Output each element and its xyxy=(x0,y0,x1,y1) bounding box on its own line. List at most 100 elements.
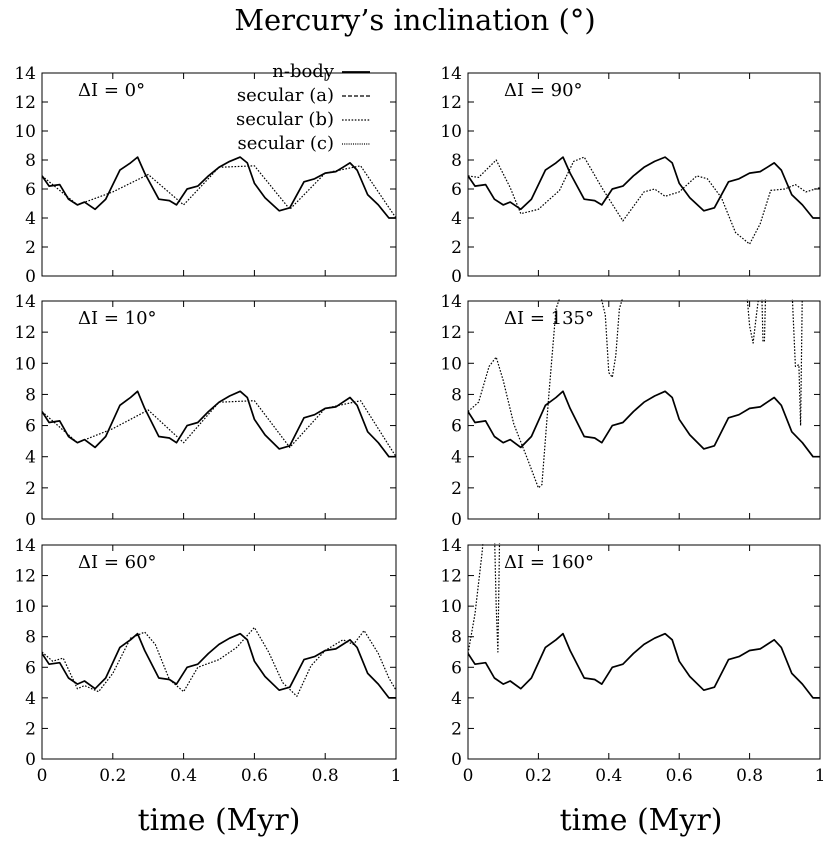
y-tick-label: 8 xyxy=(25,151,36,171)
y-tick-label: 10 xyxy=(440,122,462,142)
y-tick-label: 0 xyxy=(25,510,36,530)
plot-area xyxy=(42,626,396,699)
plot-frame xyxy=(41,72,397,277)
y-tick-label: 4 xyxy=(25,209,36,229)
series-n-body xyxy=(468,156,820,219)
series-secular-spike-3 xyxy=(791,299,803,427)
plot-area xyxy=(468,299,820,489)
x-tick-label: 0.2 xyxy=(525,766,552,786)
x-tick-label: 0.2 xyxy=(99,766,126,786)
y-tick-label: 6 xyxy=(25,417,36,437)
y-tick-label: 0 xyxy=(451,267,462,287)
y-tick-label: 10 xyxy=(14,122,36,142)
y-tick-label: 14 xyxy=(14,536,36,556)
y-tick-label: 12 xyxy=(440,567,462,587)
y-tick-label: 14 xyxy=(440,64,462,84)
x-tick-label: 0.4 xyxy=(595,766,622,786)
y-tick-label: 4 xyxy=(451,448,462,468)
plot-frame xyxy=(467,544,821,760)
y-tick-label: 6 xyxy=(451,180,462,200)
y-tick-label: 8 xyxy=(451,628,462,648)
y-tick-label: 12 xyxy=(14,93,36,113)
plot-area xyxy=(468,543,820,699)
series-secular-spike-1 xyxy=(746,299,759,344)
plot-area xyxy=(42,390,396,458)
x-tick-label: 0.6 xyxy=(666,766,693,786)
panel-label: ΔI = 60° xyxy=(78,552,157,573)
x-axis-label-right: time (Myr) xyxy=(560,803,723,838)
x-tick-label: 1 xyxy=(815,766,826,786)
x-tick-label: 0 xyxy=(37,766,48,786)
panel-4: 0 2 4 6 8 10 12 14 ΔI = 135° xyxy=(440,292,821,530)
series-secular-spike-2 xyxy=(761,299,767,343)
y-tick-label: 14 xyxy=(14,64,36,84)
y-tick-label: 14 xyxy=(14,292,36,312)
x-tick-label: 0.6 xyxy=(241,766,268,786)
series-secular xyxy=(468,299,623,489)
x-tick-label: 0 xyxy=(463,766,474,786)
y-tick-label: 6 xyxy=(451,658,462,678)
y-tick-label: 2 xyxy=(451,479,462,499)
legend-label: secular (c) xyxy=(237,133,334,154)
y-tick-label: 14 xyxy=(440,536,462,556)
plot-area xyxy=(42,156,396,219)
y-tick-label: 2 xyxy=(25,238,36,258)
series-n-body xyxy=(42,156,396,219)
series-n-body xyxy=(468,632,820,699)
x-tick-label: 0.8 xyxy=(312,766,339,786)
y-tick-label: 10 xyxy=(14,597,36,617)
y-tick-label: 4 xyxy=(451,209,462,229)
figure-title: Mercury’s inclination (°) xyxy=(234,3,595,37)
y-tick-label: 4 xyxy=(451,689,462,709)
y-tick-label: 0 xyxy=(25,750,36,770)
y-tick-label: 6 xyxy=(25,180,36,200)
plot-frame xyxy=(41,544,397,760)
panel-label: ΔI = 160° xyxy=(504,552,594,573)
panel-label: ΔI = 0° xyxy=(78,80,145,101)
x-axis-label-left: time (Myr) xyxy=(138,803,301,838)
series-secular-spike xyxy=(494,543,501,653)
y-tick-label: 12 xyxy=(440,93,462,113)
series-n-body xyxy=(42,632,396,699)
panel-1: 0 2 4 6 8 10 12 14 ΔI = 0° xyxy=(14,64,397,287)
y-tick-label: 14 xyxy=(440,292,462,312)
y-tick-label: 0 xyxy=(25,267,36,287)
series-n-body xyxy=(42,390,396,458)
series-secular xyxy=(468,156,820,245)
series-secular xyxy=(42,626,396,697)
y-tick-label: 2 xyxy=(25,479,36,499)
plot-area xyxy=(468,156,820,245)
legend-label: n-body xyxy=(272,61,335,82)
plot-frame xyxy=(41,300,397,520)
y-tick-label: 8 xyxy=(25,628,36,648)
y-tick-label: 2 xyxy=(451,719,462,739)
panel-3: 0 2 4 6 8 10 12 14 ΔI = 10° xyxy=(14,292,397,530)
panel-label: ΔI = 90° xyxy=(504,80,583,101)
y-tick-label: 10 xyxy=(440,597,462,617)
y-tick-label: 12 xyxy=(14,567,36,587)
y-tick-label: 12 xyxy=(14,323,36,343)
plot-frame xyxy=(467,72,821,277)
series-secular xyxy=(468,543,484,654)
y-tick-label: 4 xyxy=(25,689,36,709)
y-tick-label: 6 xyxy=(25,658,36,678)
panel-label: ΔI = 135° xyxy=(504,308,594,329)
legend: n-body secular (a) secular (b) secular (c) xyxy=(236,61,370,154)
y-tick-label: 4 xyxy=(25,448,36,468)
panel-6: 0 2 4 6 8 10 12 14 0 0.2 0.4 0.6 0.8 1 ΔI = 160° xyxy=(440,536,826,786)
panel-2: 0 2 4 6 8 10 12 14 ΔI = 90° xyxy=(440,64,821,287)
x-tick-label: 0.8 xyxy=(736,766,763,786)
series-secular xyxy=(42,400,396,458)
x-tick-label: 0.4 xyxy=(170,766,197,786)
y-tick-label: 12 xyxy=(440,323,462,343)
panel-label: ΔI = 10° xyxy=(78,308,157,329)
y-tick-label: 8 xyxy=(25,385,36,405)
x-tick-label: 1 xyxy=(391,766,402,786)
plot-frame xyxy=(467,300,821,520)
y-tick-label: 2 xyxy=(451,238,462,258)
y-tick-label: 8 xyxy=(451,151,462,171)
series-secular xyxy=(42,165,396,219)
series-n-body xyxy=(468,390,820,458)
